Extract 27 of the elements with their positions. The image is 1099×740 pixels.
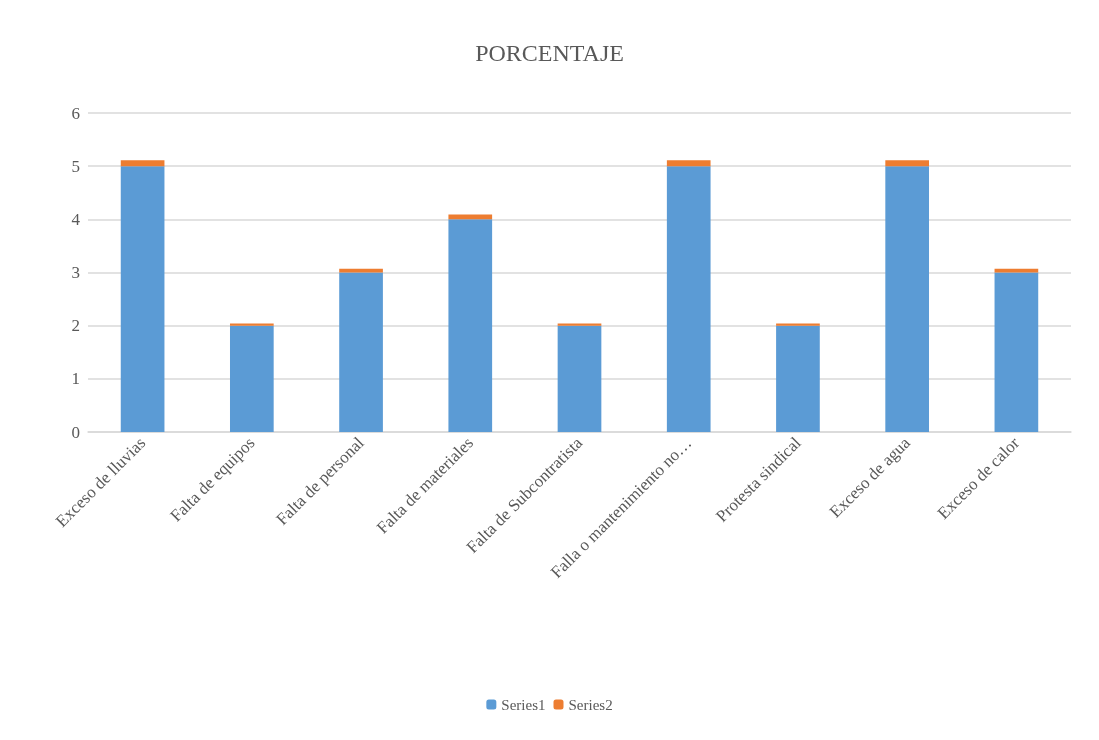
bar	[448, 219, 493, 432]
y-tick-label: 1	[71, 369, 80, 389]
bar	[120, 160, 165, 167]
bar	[666, 160, 711, 167]
bar	[666, 166, 711, 432]
bar	[229, 323, 274, 326]
y-tick-label: 2	[71, 316, 80, 336]
bar	[557, 323, 602, 326]
bar	[776, 325, 820, 432]
bar	[776, 323, 820, 326]
bar	[229, 325, 274, 432]
bar	[339, 268, 383, 273]
y-tick-label: 0	[71, 422, 80, 442]
bar	[557, 325, 602, 432]
bar	[994, 272, 1039, 432]
y-tick-label: 3	[71, 263, 80, 282]
y-tick-label: 6	[71, 103, 80, 123]
bar	[885, 166, 930, 432]
bar	[339, 272, 383, 432]
y-tick-label: 5	[71, 156, 80, 176]
legend-label: Series1	[501, 696, 546, 713]
bar	[120, 166, 165, 432]
y-tick-label: 4	[71, 209, 81, 229]
legend-label: Series2	[568, 696, 613, 713]
chart-title: PORCENTAJE	[475, 40, 624, 66]
bar	[885, 160, 930, 167]
bar	[994, 268, 1039, 273]
